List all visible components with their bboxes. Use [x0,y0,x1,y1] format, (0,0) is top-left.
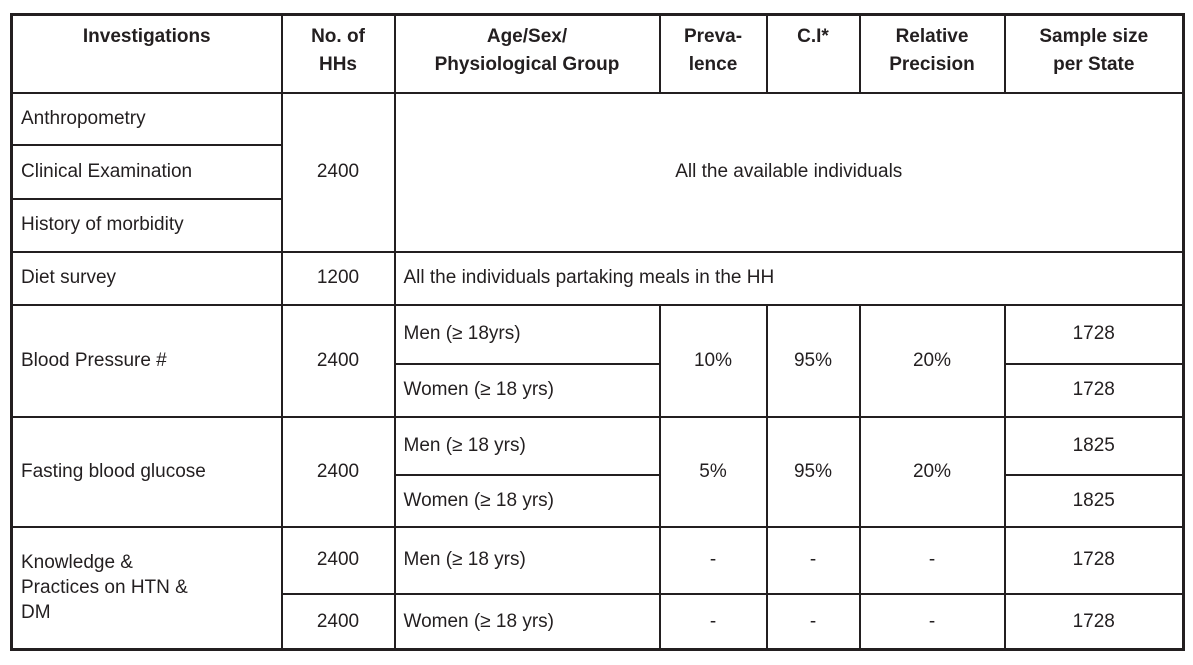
row-blood-pressure-men: Blood Pressure # 2400 Men (≥ 18yrs) 10% … [10,303,1185,418]
cell-fbg-no-of-hhs: 2400 [280,415,396,528]
cell-knowledge-men-sample-size: 1728 [1003,525,1185,595]
cell-bp-relative-precision: 20% [858,303,1006,418]
row-fasting-glucose-men: Fasting blood glucose 2400 Men (≥ 18 yrs… [10,415,1185,528]
row-clinical-examination: Clinical Examination [10,143,1184,200]
knowledge-practices-label: Knowledge & Practices on HTN & DM [21,552,188,624]
cell-knowledge-men-prevalence: - [658,525,768,595]
cell-fbg-relative-precision: 20% [858,415,1006,528]
cell-group-no-of-hhs: 2400 [280,91,396,253]
cell-knowledge-women-no-of-hhs: 2400 [280,592,396,651]
row-anthropometry: Anthropometry 2400 All the available ind… [10,91,1185,253]
header-sample-size-per-state: Sample size per State [1003,13,1185,94]
cell-bp-women-group: Women (≥ 18 yrs) [393,362,661,418]
header-age-sex-group: Age/Sex/ Physiological Group [393,13,661,94]
cell-fbg-women-sample-size: 1825 [1003,473,1185,528]
cell-knowledge-women-ci: - [765,592,861,651]
cell-knowledge-women-relative-precision: - [858,592,1006,651]
cell-knowledge-women-sample-size: 1728 [1003,592,1185,651]
cell-history-of-morbidity: History of morbidity [10,197,283,253]
header-investigations: Investigations [10,13,283,94]
cell-bp-no-of-hhs: 2400 [280,303,396,418]
cell-fbg-men-group: Men (≥ 18 yrs) [393,415,661,476]
cell-diet-survey: Diet survey [10,250,283,306]
header-prevalence: Preva- lence [658,13,768,94]
cell-knowledge-men-relative-precision: - [858,525,1006,595]
row-knowledge-women: 2400 Women (≥ 18 yrs) - - - 1728 [12,592,1185,651]
row-diet-survey: Diet survey 1200 All the individuals par… [10,250,1185,306]
cell-knowledge-women-prevalence: - [658,592,768,651]
cell-fasting-blood-glucose: Fasting blood glucose [10,415,283,528]
cell-bp-ci: 95% [765,303,861,418]
survey-sampling-design-table: Investigations No. of HHs Age/Sex/ Physi… [10,13,1185,651]
cell-knowledge-practices: Knowledge & Practices on HTN & DM [10,525,283,651]
cell-anthropometry: Anthropometry [10,91,283,146]
cell-fbg-men-sample-size: 1825 [1003,415,1185,476]
header-relative-precision: Relative Precision [858,13,1006,94]
cell-bp-men-group: Men (≥ 18yrs) [393,303,661,365]
row-knowledge-men: Knowledge & Practices on HTN & DM 2400 M… [10,525,1185,651]
cell-fbg-ci: 95% [765,415,861,528]
cell-clinical-examination: Clinical Examination [10,143,283,200]
cell-blood-pressure: Blood Pressure # [10,303,283,418]
cell-fbg-women-group: Women (≥ 18 yrs) [393,473,661,528]
cell-bp-women-sample-size: 1728 [1003,362,1185,418]
cell-all-available-individuals-note: All the available individuals [393,91,1185,253]
row-blood-pressure-women: Women (≥ 18 yrs) 1728 [12,362,1185,418]
cell-bp-men-sample-size: 1728 [1003,303,1185,365]
cell-knowledge-women-group: Women (≥ 18 yrs) [393,592,661,651]
cell-diet-group-note: All the individuals partaking meals in t… [393,250,1185,306]
cell-bp-prevalence: 10% [658,303,768,418]
cell-knowledge-men-no-of-hhs: 2400 [280,525,396,595]
header-ci: C.I* [765,13,861,94]
cell-knowledge-men-ci: - [765,525,861,595]
cell-diet-no-of-hhs: 1200 [280,250,396,306]
header-no-of-hhs: No. of HHs [280,13,396,94]
row-fasting-glucose-women: Women (≥ 18 yrs) 1825 [12,473,1185,528]
row-history-of-morbidity: History of morbidity [10,197,1184,253]
cell-fbg-prevalence: 5% [658,415,768,528]
cell-knowledge-men-group: Men (≥ 18 yrs) [393,525,661,595]
header-row: Investigations No. of HHs Age/Sex/ Physi… [10,13,1185,94]
